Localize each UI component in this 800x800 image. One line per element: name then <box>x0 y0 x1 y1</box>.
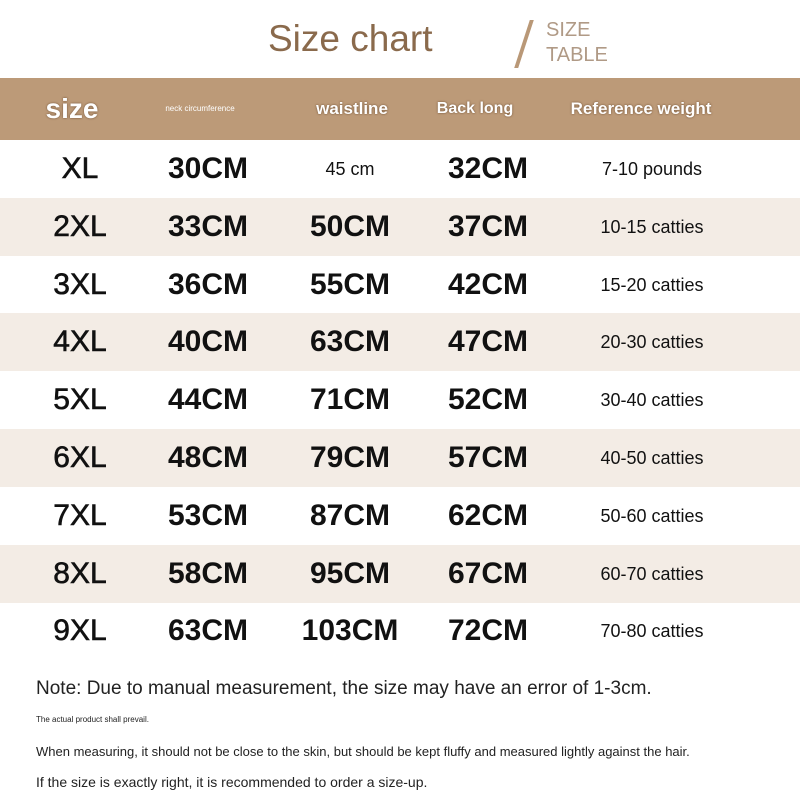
cell-neck: 58CM <box>167 556 249 590</box>
cell-back-long: 37CM <box>447 209 529 243</box>
cell-back-long: 62CM <box>447 498 529 532</box>
cell-weight: 70-80 catties <box>600 621 704 642</box>
cell-waistline: 63CM <box>309 325 391 359</box>
cell-back-long: 47CM <box>447 325 529 359</box>
cell-back-long: 32CM <box>447 152 529 185</box>
table-row: XL 30CM 45 cm 32CM 7-10 pounds <box>0 140 800 198</box>
cell-weight: 10-15 catties <box>600 216 704 237</box>
cell-size: 6XL <box>53 441 107 475</box>
header-neck: neck circumference <box>165 104 235 113</box>
cell-neck: 40CM <box>167 325 249 359</box>
table-row: 7XL 53CM 87CM 62CM 50-60 catties <box>0 487 800 545</box>
cell-neck: 30CM <box>167 152 249 185</box>
note-measuring: When measuring, it should not be close t… <box>36 744 690 759</box>
cell-back-long: 52CM <box>447 383 529 417</box>
cell-size: 8XL <box>53 556 107 590</box>
cell-weight: 40-50 catties <box>600 448 704 468</box>
cell-back-long: 42CM <box>447 267 529 301</box>
cell-waistline: 45 cm <box>325 159 375 179</box>
header-back-long: Back long <box>436 100 514 117</box>
cell-waistline: 87CM <box>309 498 391 532</box>
cell-weight: 15-20 catties <box>600 274 704 295</box>
cell-back-long: 72CM <box>447 614 529 648</box>
page-subtitle: SIZE TABLE <box>546 18 608 68</box>
table-row: 8XL 58CM 95CM 67CM 60-70 catties <box>0 544 800 603</box>
cell-waistline: 103CM <box>301 614 399 648</box>
page-title: Size chart <box>268 18 433 59</box>
subtitle-line-1: SIZE <box>546 19 591 41</box>
cell-neck: 36CM <box>167 267 249 301</box>
title-slash-divider <box>514 20 534 68</box>
cell-neck: 48CM <box>167 441 249 474</box>
cell-size: 5XL <box>53 383 107 417</box>
cell-size: 4XL <box>53 325 107 359</box>
table-row: 6XL 48CM 79CM 57CM 40-50 catties <box>0 429 800 487</box>
table-row: 9XL 63CM 103CM 72CM 70-80 catties <box>0 602 800 660</box>
note-advice: If the size is exactly right, it is reco… <box>36 774 428 790</box>
cell-weight: 20-30 catties <box>600 332 704 353</box>
cell-size: 3XL <box>53 267 107 301</box>
note-main: Note: Due to manual measurement, the siz… <box>36 678 652 699</box>
table-row: 2XL 33CM 50CM 37CM 10-15 catties <box>0 197 800 256</box>
table-header: size neck circumference waistline Back l… <box>0 78 800 140</box>
cell-size: 2XL <box>53 209 107 243</box>
header-reference-weight: Reference weight <box>570 99 712 118</box>
cell-size: 7XL <box>53 498 107 532</box>
cell-neck: 63CM <box>167 614 249 648</box>
cell-waistline: 79CM <box>309 441 391 474</box>
cell-neck: 44CM <box>167 383 249 417</box>
cell-neck: 33CM <box>167 209 249 243</box>
table-row: 3XL 36CM 55CM 42CM 15-20 catties <box>0 256 800 314</box>
table-row: 5XL 44CM 71CM 52CM 30-40 catties <box>0 371 800 429</box>
cell-neck: 53CM <box>167 498 249 532</box>
header-waistline: waistline <box>316 99 388 118</box>
subtitle-line-2: TABLE <box>546 44 608 66</box>
cell-waistline: 95CM <box>309 556 391 590</box>
cell-size: XL <box>61 152 99 186</box>
cell-back-long: 67CM <box>447 556 529 590</box>
cell-weight: 30-40 catties <box>600 390 704 411</box>
note-small: The actual product shall prevail. <box>36 715 149 724</box>
table-row: 4XL 40CM 63CM 47CM 20-30 catties <box>0 313 800 372</box>
cell-waistline: 55CM <box>309 267 391 301</box>
cell-size: 9XL <box>53 614 107 648</box>
cell-weight: 50-60 catties <box>600 505 704 526</box>
cell-back-long: 57CM <box>447 441 529 474</box>
cell-weight: 60-70 catties <box>600 563 704 584</box>
cell-weight: 7-10 pounds <box>601 159 703 179</box>
cell-waistline: 71CM <box>309 383 391 417</box>
cell-waistline: 50CM <box>309 209 391 243</box>
header-size: size <box>45 93 99 124</box>
